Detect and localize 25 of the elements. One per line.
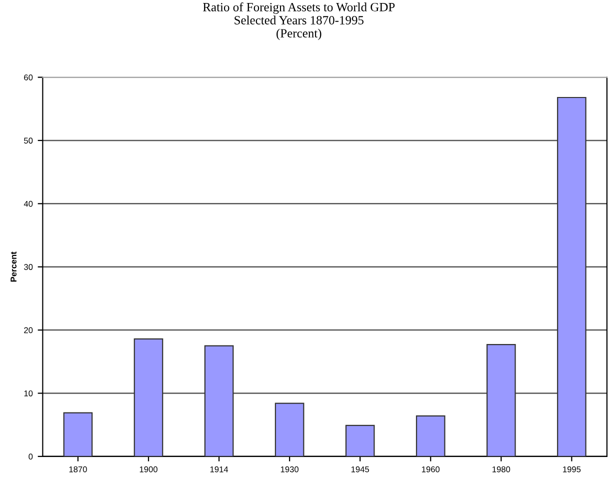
y-tick-label: 40 [24, 200, 33, 207]
x-tick-label: 1870 [69, 466, 87, 472]
y-tick-label: 0 [28, 454, 33, 460]
x-tick-label: 1995 [563, 466, 581, 472]
y-tick-label: 50 [24, 138, 33, 144]
bar [557, 96, 586, 456]
bar [204, 345, 234, 456]
bar [63, 412, 93, 456]
chart-title: Ratio of Foreign Assets to World GDP Selected Years 1870-1995 (Percent) [202, 2, 395, 40]
bar [486, 344, 516, 456]
bar [345, 424, 375, 456]
bar [416, 415, 446, 456]
x-tick-label: 1914 [210, 466, 228, 472]
x-tick-label: 1980 [492, 466, 510, 472]
y-tick-label: 30 [24, 264, 33, 270]
bar [134, 338, 164, 456]
x-tick-label: 1960 [422, 466, 440, 472]
x-tick-label: 1945 [351, 466, 370, 472]
y-axis-title: Percent [10, 252, 17, 282]
x-tick-label: 1930 [280, 466, 299, 472]
x-tick-label: 1900 [140, 466, 158, 472]
y-tick-label: 60 [24, 74, 33, 80]
bar [274, 402, 304, 456]
y-tick-label: 10 [24, 390, 33, 396]
y-tick-label: 20 [24, 327, 33, 334]
